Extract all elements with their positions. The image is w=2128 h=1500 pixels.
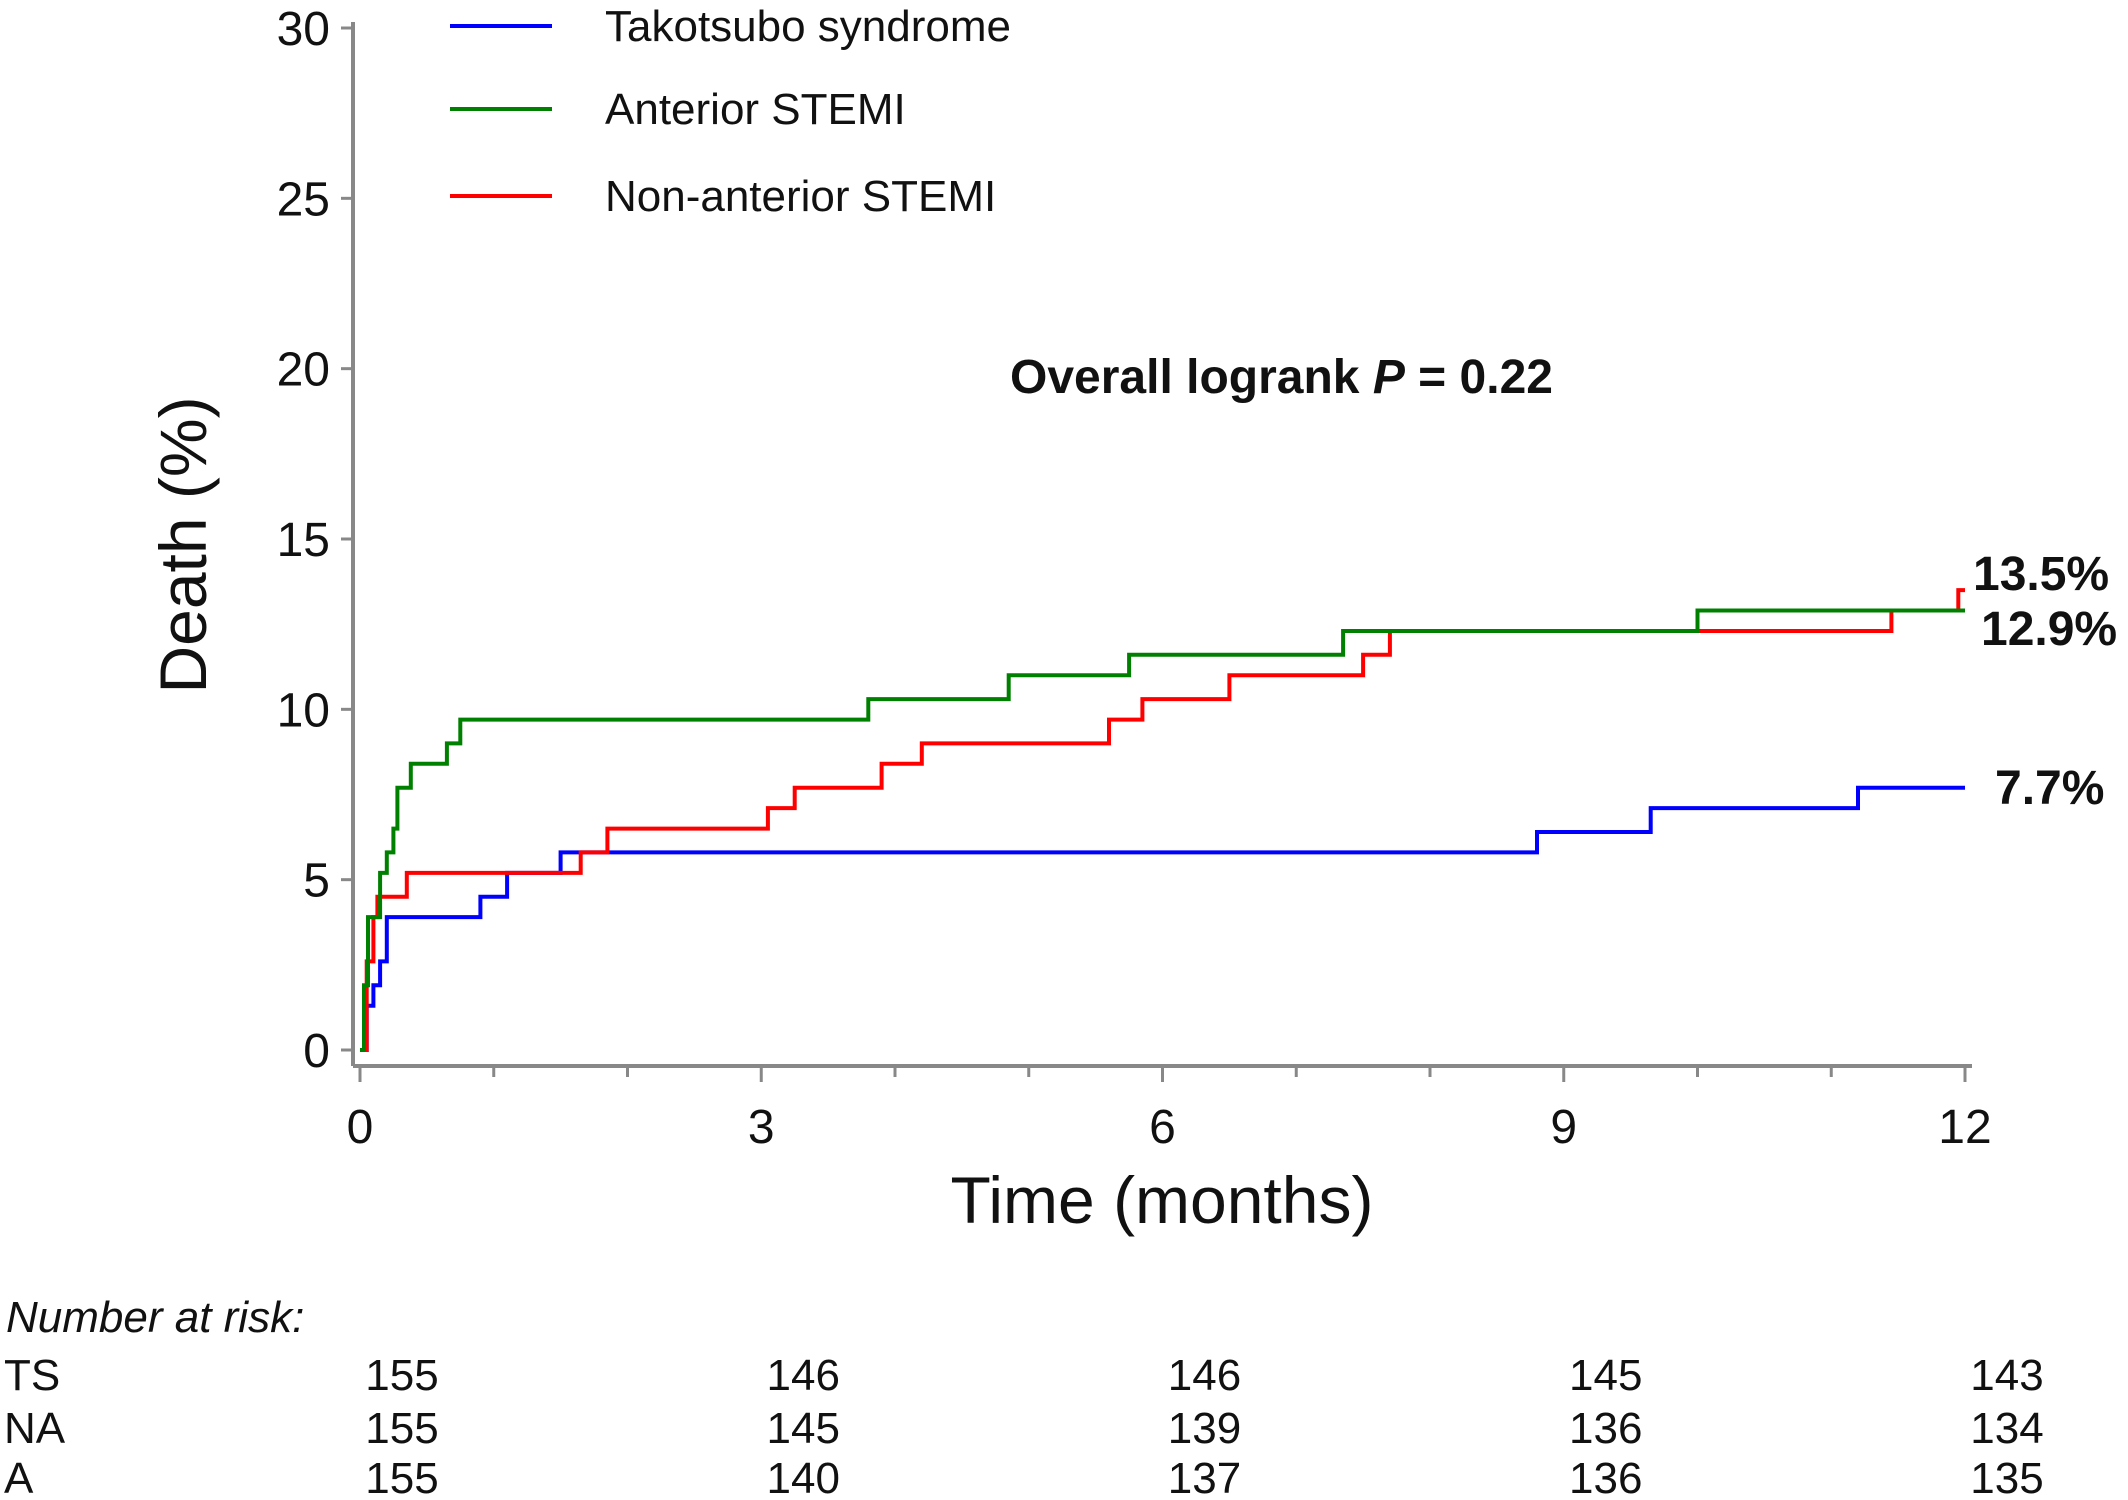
curve-takotsubo (360, 785, 1965, 1052)
risk-cell: 136 (1569, 1404, 1642, 1453)
risk-cell: 143 (1970, 1351, 2043, 1400)
risk-cell: 145 (1569, 1351, 1642, 1400)
y-tick-label: 30 (277, 3, 330, 56)
legend: Takotsubo syndrome Anterior STEMI Non-an… (450, 2, 1011, 221)
y-tick-label: 15 (277, 514, 330, 567)
x-axis-label: Time (months) (951, 1163, 1374, 1237)
risk-cell: 137 (1168, 1454, 1241, 1500)
y-tick-label: 5 (303, 855, 330, 908)
risk-cell: 155 (365, 1454, 438, 1500)
x-axis-ticks: 0 3 6 9 12 (347, 1066, 1992, 1154)
risk-cell: 155 (365, 1404, 438, 1453)
annotation-suffix: = 0.22 (1405, 351, 1553, 404)
legend-label-non-anterior: Non-anterior STEMI (605, 172, 996, 221)
risk-cell: 146 (767, 1351, 840, 1400)
risk-table-title: Number at risk: (6, 1293, 304, 1342)
y-axis-label: Death (%) (146, 396, 220, 693)
end-label-anterior: 12.9% (1981, 603, 2117, 656)
legend-label-anterior: Anterior STEMI (605, 85, 906, 134)
risk-cell: 155 (365, 1351, 438, 1400)
x-tick-label: 0 (347, 1101, 374, 1154)
y-axis-ticks: 0 5 10 15 20 25 30 (277, 3, 353, 1078)
end-label-non-anterior: 13.5% (1973, 548, 2109, 601)
end-label-takotsubo: 7.7% (1995, 762, 2104, 815)
curve-non-anterior (360, 588, 1965, 1052)
y-tick-label: 25 (277, 173, 330, 226)
survival-curves (360, 588, 1965, 1052)
legend-label-takotsubo: Takotsubo syndrome (605, 2, 1011, 51)
risk-cell: 145 (767, 1404, 840, 1453)
risk-cell: 146 (1168, 1351, 1241, 1400)
curve-anterior (360, 608, 1965, 1052)
y-tick-label: 10 (277, 684, 330, 737)
risk-row-label: NA (4, 1404, 66, 1453)
x-tick-label: 12 (1938, 1101, 1991, 1154)
risk-row-label: A (4, 1454, 34, 1500)
risk-cell: 134 (1970, 1404, 2043, 1453)
risk-cell: 140 (767, 1454, 840, 1500)
logrank-annotation: Overall logrank P = 0.22 (1010, 351, 1553, 404)
risk-cell: 139 (1168, 1404, 1241, 1453)
annotation-stat: P (1373, 351, 1406, 404)
risk-cell: 136 (1569, 1454, 1642, 1500)
y-tick-label: 20 (277, 344, 330, 397)
y-tick-label: 0 (303, 1025, 330, 1078)
risk-row-label: TS (4, 1351, 60, 1400)
annotation-prefix: Overall logrank (1010, 351, 1373, 404)
risk-cell: 135 (1970, 1454, 2043, 1500)
x-tick-label: 6 (1149, 1101, 1176, 1154)
x-tick-label: 9 (1550, 1101, 1577, 1154)
x-tick-label: 3 (748, 1101, 775, 1154)
